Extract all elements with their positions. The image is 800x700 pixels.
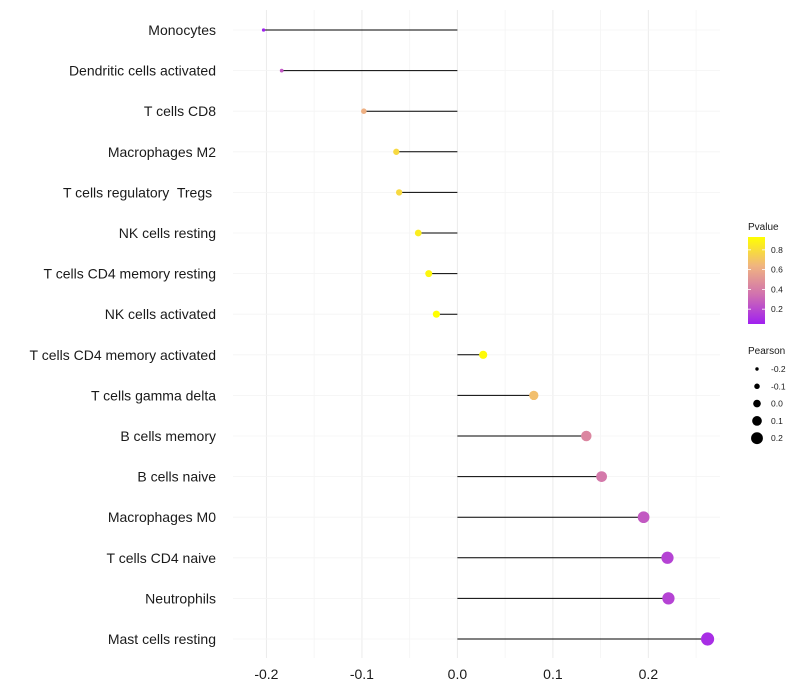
lollipop-point[interactable] bbox=[393, 148, 400, 155]
lollipop-point[interactable] bbox=[261, 28, 266, 32]
lollipop-point[interactable] bbox=[637, 511, 650, 524]
category-label: Macrophages M0 bbox=[108, 509, 216, 525]
lollipop-point[interactable] bbox=[596, 471, 607, 482]
category-label: T cells CD4 naive bbox=[107, 550, 217, 566]
category-label: T cells CD4 memory activated bbox=[30, 347, 216, 363]
size-legend-label: -0.2 bbox=[771, 364, 786, 374]
lollipop-point[interactable] bbox=[432, 310, 440, 318]
size-legend-label: 0.0 bbox=[771, 399, 783, 409]
x-tick-label: -0.1 bbox=[350, 666, 374, 682]
x-tick-label: -0.2 bbox=[254, 666, 278, 682]
color-legend-tick-label: 0.4 bbox=[771, 284, 783, 294]
pvalue-legend-title: Pvalue bbox=[748, 222, 779, 233]
pearson-size-legend: Pearson -0.2 -0.1 0.0 0.1 0.2 bbox=[748, 346, 786, 445]
category-label: NK cells resting bbox=[119, 225, 216, 241]
pearson-legend-title: Pearson bbox=[748, 346, 785, 357]
size-legend-key bbox=[751, 432, 763, 445]
color-legend-tick-label: 0.6 bbox=[771, 265, 783, 275]
size-legend-key bbox=[754, 383, 760, 390]
size-legend-label: -0.1 bbox=[771, 381, 786, 391]
category-label: T cells CD8 bbox=[144, 103, 216, 119]
grid-lines bbox=[233, 10, 720, 658]
color-legend-tick-label: 0.8 bbox=[771, 245, 783, 255]
category-label: T cells CD4 memory resting bbox=[44, 266, 216, 282]
lollipop-point[interactable] bbox=[529, 390, 539, 401]
lollipop-point[interactable] bbox=[662, 592, 675, 605]
lollipop-point[interactable] bbox=[425, 270, 433, 278]
category-label: Monocytes bbox=[148, 22, 216, 38]
size-legend-key bbox=[753, 399, 761, 408]
category-label: B cells naive bbox=[137, 469, 216, 485]
lollipop-points bbox=[261, 28, 715, 646]
category-label: B cells memory bbox=[120, 428, 216, 444]
category-axis-labels: Monocytes Dendritic cells activated T cell… bbox=[30, 22, 217, 647]
x-axis-tick-labels: -0.2 -0.1 0.0 0.1 0.2 bbox=[254, 666, 658, 682]
lollipop-point[interactable] bbox=[581, 430, 592, 442]
lollipop-point[interactable] bbox=[279, 68, 284, 73]
category-label: Dendritic cells activated bbox=[69, 63, 216, 79]
x-tick-label: 0.2 bbox=[639, 666, 659, 682]
category-label: Macrophages M2 bbox=[108, 144, 216, 160]
size-legend-label: 0.1 bbox=[771, 416, 783, 426]
lollipop-stems bbox=[263, 29, 708, 640]
pvalue-color-legend: Pvalue 0.8 0.6 0.4 0.2 bbox=[748, 222, 783, 324]
category-label: Neutrophils bbox=[145, 590, 216, 606]
lollipop-point[interactable] bbox=[414, 229, 422, 237]
lollipop-point[interactable] bbox=[701, 632, 715, 646]
lollipop-point[interactable] bbox=[361, 108, 367, 114]
category-label: Mast cells resting bbox=[108, 631, 216, 647]
category-label: T cells gamma delta bbox=[91, 387, 216, 403]
size-legend-key bbox=[755, 367, 759, 371]
lollipop-point[interactable] bbox=[661, 551, 674, 564]
size-legend-key bbox=[752, 416, 762, 426]
x-tick-label: 0.0 bbox=[448, 666, 468, 682]
x-tick-label: 0.1 bbox=[543, 666, 563, 682]
category-label: T cells regulatory Tregs bbox=[63, 184, 216, 200]
size-legend-label: 0.2 bbox=[771, 433, 783, 443]
category-label: NK cells activated bbox=[105, 306, 216, 322]
lollipop-point[interactable] bbox=[395, 189, 403, 196]
color-legend-tick-label: 0.2 bbox=[771, 304, 783, 314]
lollipop-point[interactable] bbox=[479, 350, 488, 359]
pvalue-color-bar bbox=[748, 237, 765, 324]
